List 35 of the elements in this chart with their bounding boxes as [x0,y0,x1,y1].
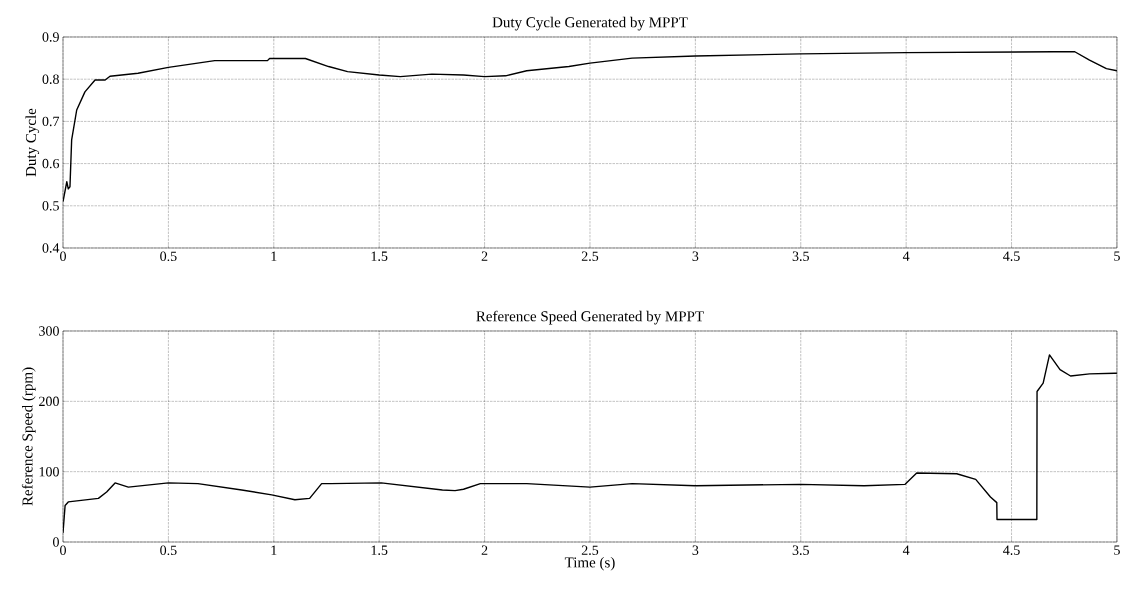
x-tick-label: 3.5 [792,251,809,261]
x-tick-label: 3.5 [792,545,809,556]
y-axis-title: Reference Speed (rpm) [21,367,36,506]
y-tick-label: 0.5 [42,201,59,211]
y-tick-label: 0.4 [42,243,60,253]
x-tick-label: 2 [481,545,488,555]
x-tick-label: 4 [902,251,910,261]
x-tick-label: 2 [481,251,488,261]
y-axis-title: Duty Cycle [25,108,40,177]
x-tick-label: 0.5 [160,251,177,262]
y-tick-label: 100 [39,466,59,477]
y-tick-label: 0 [53,537,59,547]
y-tick-label: 0.9 [42,32,59,42]
x-tick-label: 1.5 [371,545,388,555]
x-tick-label: 0.5 [160,545,177,556]
y-tick-label: 200 [39,396,59,407]
y-tick-label: 300 [39,326,59,336]
chart-title: Duty Cycle Generated by MPPT [492,16,688,31]
x-tick-label: 1 [271,251,277,261]
x-tick-label: 3 [692,251,699,261]
y-tick-label: 0.6 [42,158,60,169]
x-tick-label: 5 [1114,251,1120,261]
x-tick-label: 2.5 [581,545,599,556]
x-tick-label: 1.5 [371,251,388,261]
y-tick-label: 0.8 [42,74,59,84]
x-tick-label: 3 [692,545,699,555]
x-tick-label: 1 [271,545,277,555]
x-tick-label: 4.5 [1003,251,1020,261]
y-tick-label: 0.7 [42,116,60,127]
chart-title: Reference Speed Generated by MPPT [476,310,704,325]
x-tick-label: 5 [1114,545,1120,555]
x-tick-label: 4.5 [1003,545,1020,555]
x-tick-label: 4 [902,545,910,555]
x-tick-label: 2.5 [581,251,599,261]
x-axis-title: Time (s) [564,556,615,571]
